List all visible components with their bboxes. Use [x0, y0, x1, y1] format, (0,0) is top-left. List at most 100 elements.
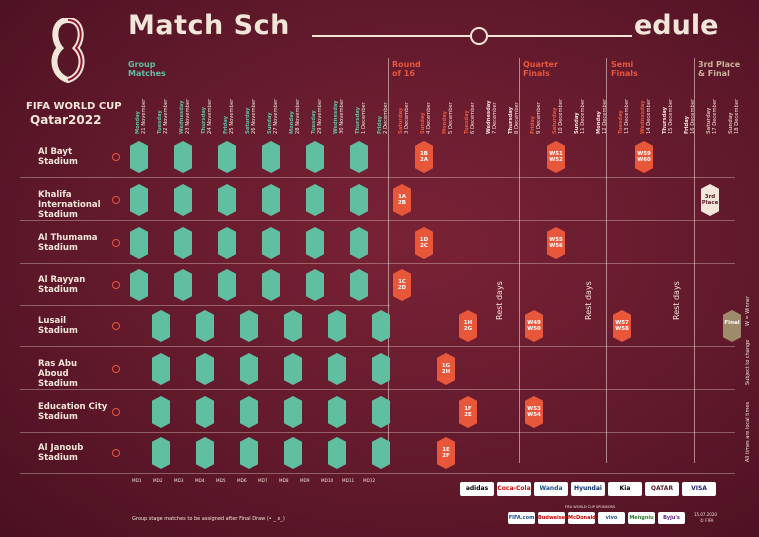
match-badge[interactable]: 1B 2A — [415, 141, 433, 173]
day-date: 12 December — [602, 98, 608, 134]
match-team: 1F — [464, 406, 472, 412]
match-team: Place — [701, 200, 719, 206]
day-column: Saturday 17 December — [706, 82, 720, 134]
match-badge[interactable] — [218, 227, 236, 259]
match-badge[interactable]: 1A 2B — [393, 184, 411, 216]
match-badge[interactable] — [240, 437, 258, 469]
match-badge[interactable] — [350, 141, 368, 173]
match-badge[interactable] — [372, 396, 390, 428]
matchday-label: MD11 — [342, 478, 355, 483]
match-badge[interactable] — [218, 141, 236, 173]
match-badge[interactable] — [306, 269, 324, 301]
match-badge[interactable] — [152, 437, 170, 469]
sponsor-logo-secondary: McDonald's — [568, 512, 600, 524]
match-badge[interactable] — [174, 141, 192, 173]
match-badge[interactable]: W59 W60 — [635, 141, 653, 173]
match-badge[interactable] — [284, 353, 302, 385]
match-badge[interactable] — [196, 353, 214, 385]
match-team: W55 — [549, 237, 563, 243]
match-badge[interactable] — [306, 184, 324, 216]
match-badge[interactable] — [240, 310, 258, 342]
match-badge[interactable] — [174, 269, 192, 301]
section-group: Group Matches — [128, 60, 166, 78]
match-badge[interactable] — [130, 227, 148, 259]
match-badge[interactable] — [350, 227, 368, 259]
separator-sf-final — [694, 58, 695, 463]
match-badge[interactable]: W57 W58 — [613, 310, 631, 342]
sponsor-logo-secondary: FIFA.com — [508, 512, 535, 524]
match-team: 1G — [441, 363, 451, 369]
match-badge[interactable] — [306, 141, 324, 173]
match-badge[interactable] — [130, 141, 148, 173]
match-badge[interactable]: 1F 2E — [459, 396, 477, 428]
match-badge[interactable] — [350, 184, 368, 216]
matchday-label: MD3 — [174, 478, 184, 483]
brand-line1: FIFA WORLD CUP — [26, 101, 122, 112]
match-badge[interactable] — [196, 396, 214, 428]
match-badge[interactable] — [262, 141, 280, 173]
match-badge[interactable] — [174, 227, 192, 259]
matchday-label: MD6 — [237, 478, 247, 483]
match-badge[interactable]: 1E 2F — [437, 437, 455, 469]
match-badge[interactable] — [262, 184, 280, 216]
rest-days-3: Rest days — [672, 281, 681, 320]
match-badge[interactable] — [130, 184, 148, 216]
match-badge[interactable]: W55 W56 — [547, 227, 565, 259]
match-badge[interactable] — [196, 310, 214, 342]
day-column: Sunday 4 December — [420, 82, 434, 134]
day-date: 10 December — [558, 98, 564, 134]
match-badge[interactable] — [372, 437, 390, 469]
match-badge[interactable]: 1H 2G — [459, 310, 477, 342]
sponsor-logo: Hyundai — [571, 482, 605, 496]
match-badge[interactable] — [240, 396, 258, 428]
match-badge[interactable] — [130, 269, 148, 301]
match-badge[interactable] — [306, 227, 324, 259]
match-badge[interactable]: 3rd Place — [701, 184, 719, 216]
match-badge[interactable] — [174, 184, 192, 216]
day-date: 3 December — [404, 102, 410, 134]
row-divider — [20, 177, 735, 178]
match-badge[interactable] — [218, 269, 236, 301]
match-team: 2G — [463, 326, 473, 332]
location-pin-icon — [112, 239, 120, 247]
match-team: W54 — [527, 412, 541, 418]
match-badge[interactable]: 1G 2H — [437, 353, 455, 385]
match-badge[interactable] — [218, 184, 236, 216]
match-badge[interactable] — [152, 353, 170, 385]
match-badge[interactable] — [372, 310, 390, 342]
match-badge[interactable]: 1C 2D — [393, 269, 411, 301]
row-divider — [20, 305, 390, 306]
match-badge[interactable]: W51 W52 — [547, 141, 565, 173]
match-badge[interactable] — [152, 396, 170, 428]
day-column: Sunday 27 November — [267, 82, 281, 134]
match-badge[interactable] — [372, 353, 390, 385]
stadium-label: Khalifa International Stadium — [38, 190, 101, 220]
row-divider — [20, 220, 735, 221]
match-badge[interactable]: Final — [723, 310, 741, 342]
match-badge[interactable] — [284, 437, 302, 469]
match-badge[interactable]: W49 W50 — [525, 310, 543, 342]
separator-group-r16 — [388, 58, 389, 463]
match-badge[interactable]: W53 W54 — [525, 396, 543, 428]
match-badge[interactable] — [240, 353, 258, 385]
rest-days-1: Rest days — [495, 281, 504, 320]
match-team: 1B — [419, 151, 429, 157]
match-badge[interactable] — [152, 310, 170, 342]
stadium-label: Al Bayt Stadium — [38, 147, 78, 167]
match-badge[interactable] — [284, 310, 302, 342]
match-badge[interactable] — [328, 437, 346, 469]
match-badge[interactable] — [328, 396, 346, 428]
match-badge[interactable] — [328, 310, 346, 342]
day-date: 1 December — [361, 102, 367, 134]
match-badge[interactable]: 1D 2C — [415, 227, 433, 259]
match-badge[interactable] — [262, 227, 280, 259]
match-badge[interactable] — [196, 437, 214, 469]
match-badge[interactable] — [262, 269, 280, 301]
stadium-label: Al Rayyan Stadium — [38, 275, 86, 295]
section-r16: Round of 16 — [392, 60, 421, 78]
location-pin-icon — [112, 281, 120, 289]
match-badge[interactable] — [284, 396, 302, 428]
day-column: Wednesday 30 November — [333, 82, 347, 134]
match-badge[interactable] — [350, 269, 368, 301]
match-badge[interactable] — [328, 353, 346, 385]
